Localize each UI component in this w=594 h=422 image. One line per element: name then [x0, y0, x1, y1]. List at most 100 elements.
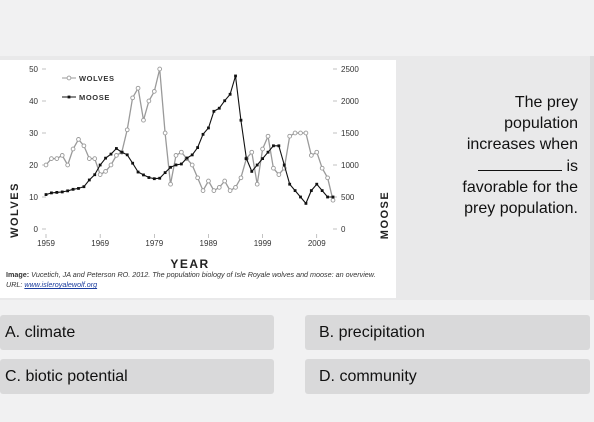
- question-line: The prey: [514, 94, 578, 111]
- wolves-data-point: [227, 188, 233, 193]
- moose-data-point: [196, 146, 200, 149]
- wolves-data-point: [222, 178, 228, 184]
- question-line: is: [566, 158, 578, 175]
- moose-data-point: [326, 195, 329, 199]
- moose-data-point: [87, 178, 91, 182]
- moose-data-point: [201, 132, 205, 136]
- wolves-data-point: [238, 175, 244, 181]
- moose-data-point: [234, 74, 237, 78]
- moose-data-point: [239, 118, 243, 122]
- moose-data-point: [293, 189, 297, 192]
- y-left-tick-label: 20: [29, 161, 38, 170]
- wolves-data-point: [216, 185, 222, 190]
- moose-data-point: [244, 157, 248, 160]
- y-right-tick-label: 1000: [341, 161, 359, 170]
- moose-data-point: [190, 153, 194, 157]
- wolves-data-point: [135, 85, 141, 91]
- moose-data-point: [261, 157, 265, 160]
- moose-data-point: [93, 173, 97, 177]
- image-caption: Image: Vucetich, JA and Peterson RO. 201…: [6, 270, 391, 290]
- moose-data-point: [223, 99, 227, 103]
- wolves-data-point: [276, 172, 282, 177]
- wolves-data-point: [54, 156, 60, 161]
- wolves-data-point: [211, 188, 217, 193]
- question-text: The prey population increases when is fa…: [428, 92, 578, 219]
- moose-data-point: [315, 182, 319, 186]
- x-tick-label: 2009: [308, 239, 326, 248]
- wolves-moose-chart: Wolves Moose Year 0 10 20 30 40 50 0 500 1000 15…: [9, 65, 391, 271]
- wolves-data-point: [70, 146, 76, 152]
- moose-data-point: [158, 176, 162, 180]
- moose-legend-marker: [67, 95, 71, 99]
- answer-option-c[interactable]: C. biotic potential: [0, 359, 274, 394]
- y-right-tick-label: 0: [341, 225, 346, 234]
- y-axis-left-label: Wolves: [9, 182, 21, 238]
- moose-data-point: [71, 187, 75, 191]
- moose-data-point: [109, 152, 113, 156]
- wolves-data-point: [303, 130, 309, 136]
- wolves-data-point: [271, 165, 276, 171]
- wolves-data-point: [260, 146, 265, 152]
- scrollbar[interactable]: [590, 56, 594, 300]
- moose-data-point: [163, 171, 167, 175]
- wolves-data-point: [49, 156, 54, 161]
- wolves-data-point: [287, 133, 293, 139]
- wolves-data-point: [308, 153, 314, 158]
- y-axis-right-label: Moose: [379, 191, 391, 239]
- moose-data-point: [299, 195, 302, 199]
- question-line: prey population.: [464, 200, 578, 217]
- moose-data-point: [250, 170, 254, 173]
- answer-blank: [477, 155, 562, 171]
- wolves-data-point: [92, 156, 98, 161]
- wolves-data-point: [114, 153, 119, 158]
- wolves-data-point: [81, 143, 87, 149]
- wolves-data-point: [86, 156, 92, 161]
- wolves-data-point: [206, 178, 211, 184]
- y-left-tick-label: 40: [29, 97, 38, 106]
- y-right-tick-label: 500: [341, 193, 355, 202]
- moose-data-point: [152, 177, 156, 181]
- moose-data-point: [114, 147, 118, 150]
- wolves-data-point: [265, 133, 271, 139]
- y-left-tick-label: 50: [29, 65, 38, 74]
- answer-option-a[interactable]: A. climate: [0, 315, 274, 350]
- x-tick-label: 1979: [145, 239, 163, 248]
- answer-option-b[interactable]: B. precipitation: [305, 315, 590, 350]
- moose-data-point: [66, 189, 70, 193]
- wolves-data-point: [43, 162, 49, 168]
- moose-data-point: [288, 182, 292, 186]
- moose-data-point: [98, 163, 102, 167]
- moose-data-point: [104, 156, 107, 160]
- moose-data-point: [179, 162, 183, 166]
- moose-data-point: [131, 161, 135, 165]
- question-line: increases when: [466, 136, 578, 153]
- moose-data-point: [266, 150, 270, 154]
- wolves-data-point: [76, 137, 81, 142]
- wolves-data-point: [146, 98, 152, 104]
- wolves-data-point: [65, 162, 71, 168]
- wolves-data-point: [319, 165, 325, 171]
- moose-data-point: [185, 156, 189, 160]
- wolves-data-point: [168, 181, 173, 187]
- moose-data-point: [331, 195, 335, 199]
- x-tick-label: 1989: [200, 239, 218, 248]
- caption-text: Vucetich, JA and Peterson RO. 2012. The …: [6, 270, 376, 289]
- moose-data-point: [212, 109, 216, 113]
- moose-data-point: [272, 144, 275, 148]
- wolves-legend-marker: [66, 75, 72, 81]
- moose-data-point: [77, 187, 80, 190]
- moose-data-point: [217, 106, 221, 110]
- moose-data-point: [174, 163, 178, 167]
- wolves-data-point: [298, 130, 303, 136]
- wolves-data-point: [249, 149, 255, 155]
- moose-legend-label: Moose: [79, 93, 110, 102]
- wolves-legend-label: Wolves: [79, 74, 115, 83]
- moose-data-point: [44, 193, 48, 196]
- wolves-data-point: [151, 89, 157, 94]
- moose-data-point: [277, 144, 281, 148]
- answer-option-d[interactable]: D. community: [305, 359, 590, 394]
- caption-link[interactable]: www.isleroyalewolf.org: [24, 280, 98, 289]
- moose-data-point: [282, 163, 286, 167]
- moose-data-point: [304, 202, 308, 205]
- y-right-tick-label: 2000: [341, 97, 359, 106]
